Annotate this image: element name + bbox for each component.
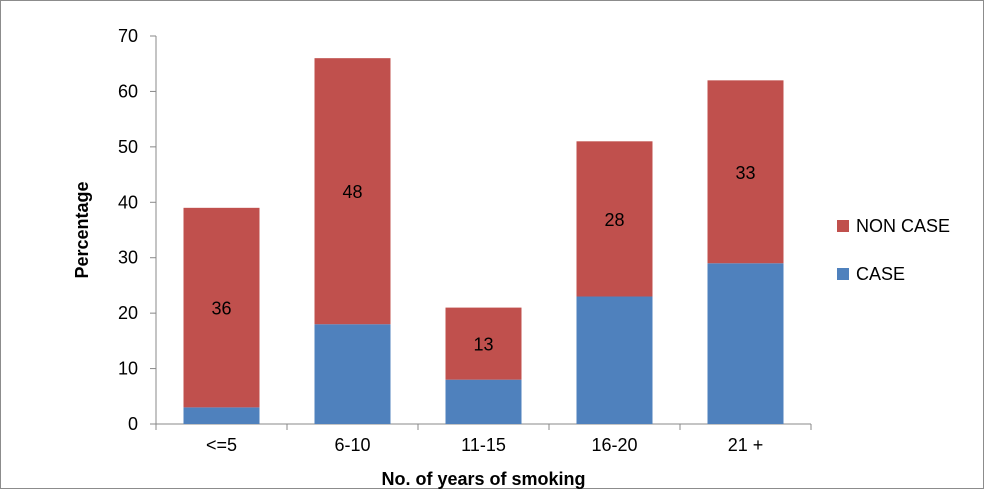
legend-label-case: CASE [856,264,905,284]
bar-case [314,324,391,424]
x-ticks: <=5 6-10 11-15 16-20 21 + [155,424,812,455]
y-tick-label: 50 [118,137,138,157]
legend: NON CASE CASE [837,216,950,284]
y-tick-label: 40 [118,192,138,212]
bar-non-case [183,207,260,408]
y-axis-title: Percentage [72,181,92,278]
legend-label-non-case: NON CASE [856,216,950,236]
y-tick-label: 60 [118,81,138,101]
bar-case [183,407,260,424]
y-tick-label: 0 [128,414,138,434]
data-labels: 36 48 13 28 33 [211,163,755,355]
x-tick-label: 21 + [728,435,764,455]
x-tick-label: 11-15 [461,435,506,455]
bars [183,58,784,424]
data-label-non-case: 13 [473,335,493,355]
bar-non-case [314,58,391,325]
x-tick-label: <=5 [206,435,237,455]
y-tick-label: 10 [118,359,138,379]
bar-case [576,296,653,424]
legend-swatch-case [837,268,849,280]
legend-swatch-non-case [837,220,849,232]
bar-case [707,263,784,424]
y-tick-label: 30 [118,248,138,268]
data-label-non-case: 33 [735,163,755,183]
y-tick-label: 70 [118,26,138,46]
y-tick-label: 20 [118,303,138,323]
bar-non-case [445,307,522,380]
data-label-non-case: 28 [604,210,624,230]
bar-non-case [707,80,784,264]
data-label-non-case: 36 [211,299,231,319]
x-axis: <=5 6-10 11-15 16-20 21 + [155,423,812,455]
bar-case [445,379,522,424]
data-label-non-case: 48 [342,182,362,202]
x-axis-title: No. of years of smoking [381,469,585,489]
x-tick-label: 6-10 [334,435,370,455]
bar-non-case [576,141,653,297]
y-axis: 0 10 20 30 40 50 60 70 [118,26,157,434]
y-ticks: 0 10 20 30 40 50 60 70 [118,26,156,434]
x-tick-label: 16-20 [591,435,637,455]
